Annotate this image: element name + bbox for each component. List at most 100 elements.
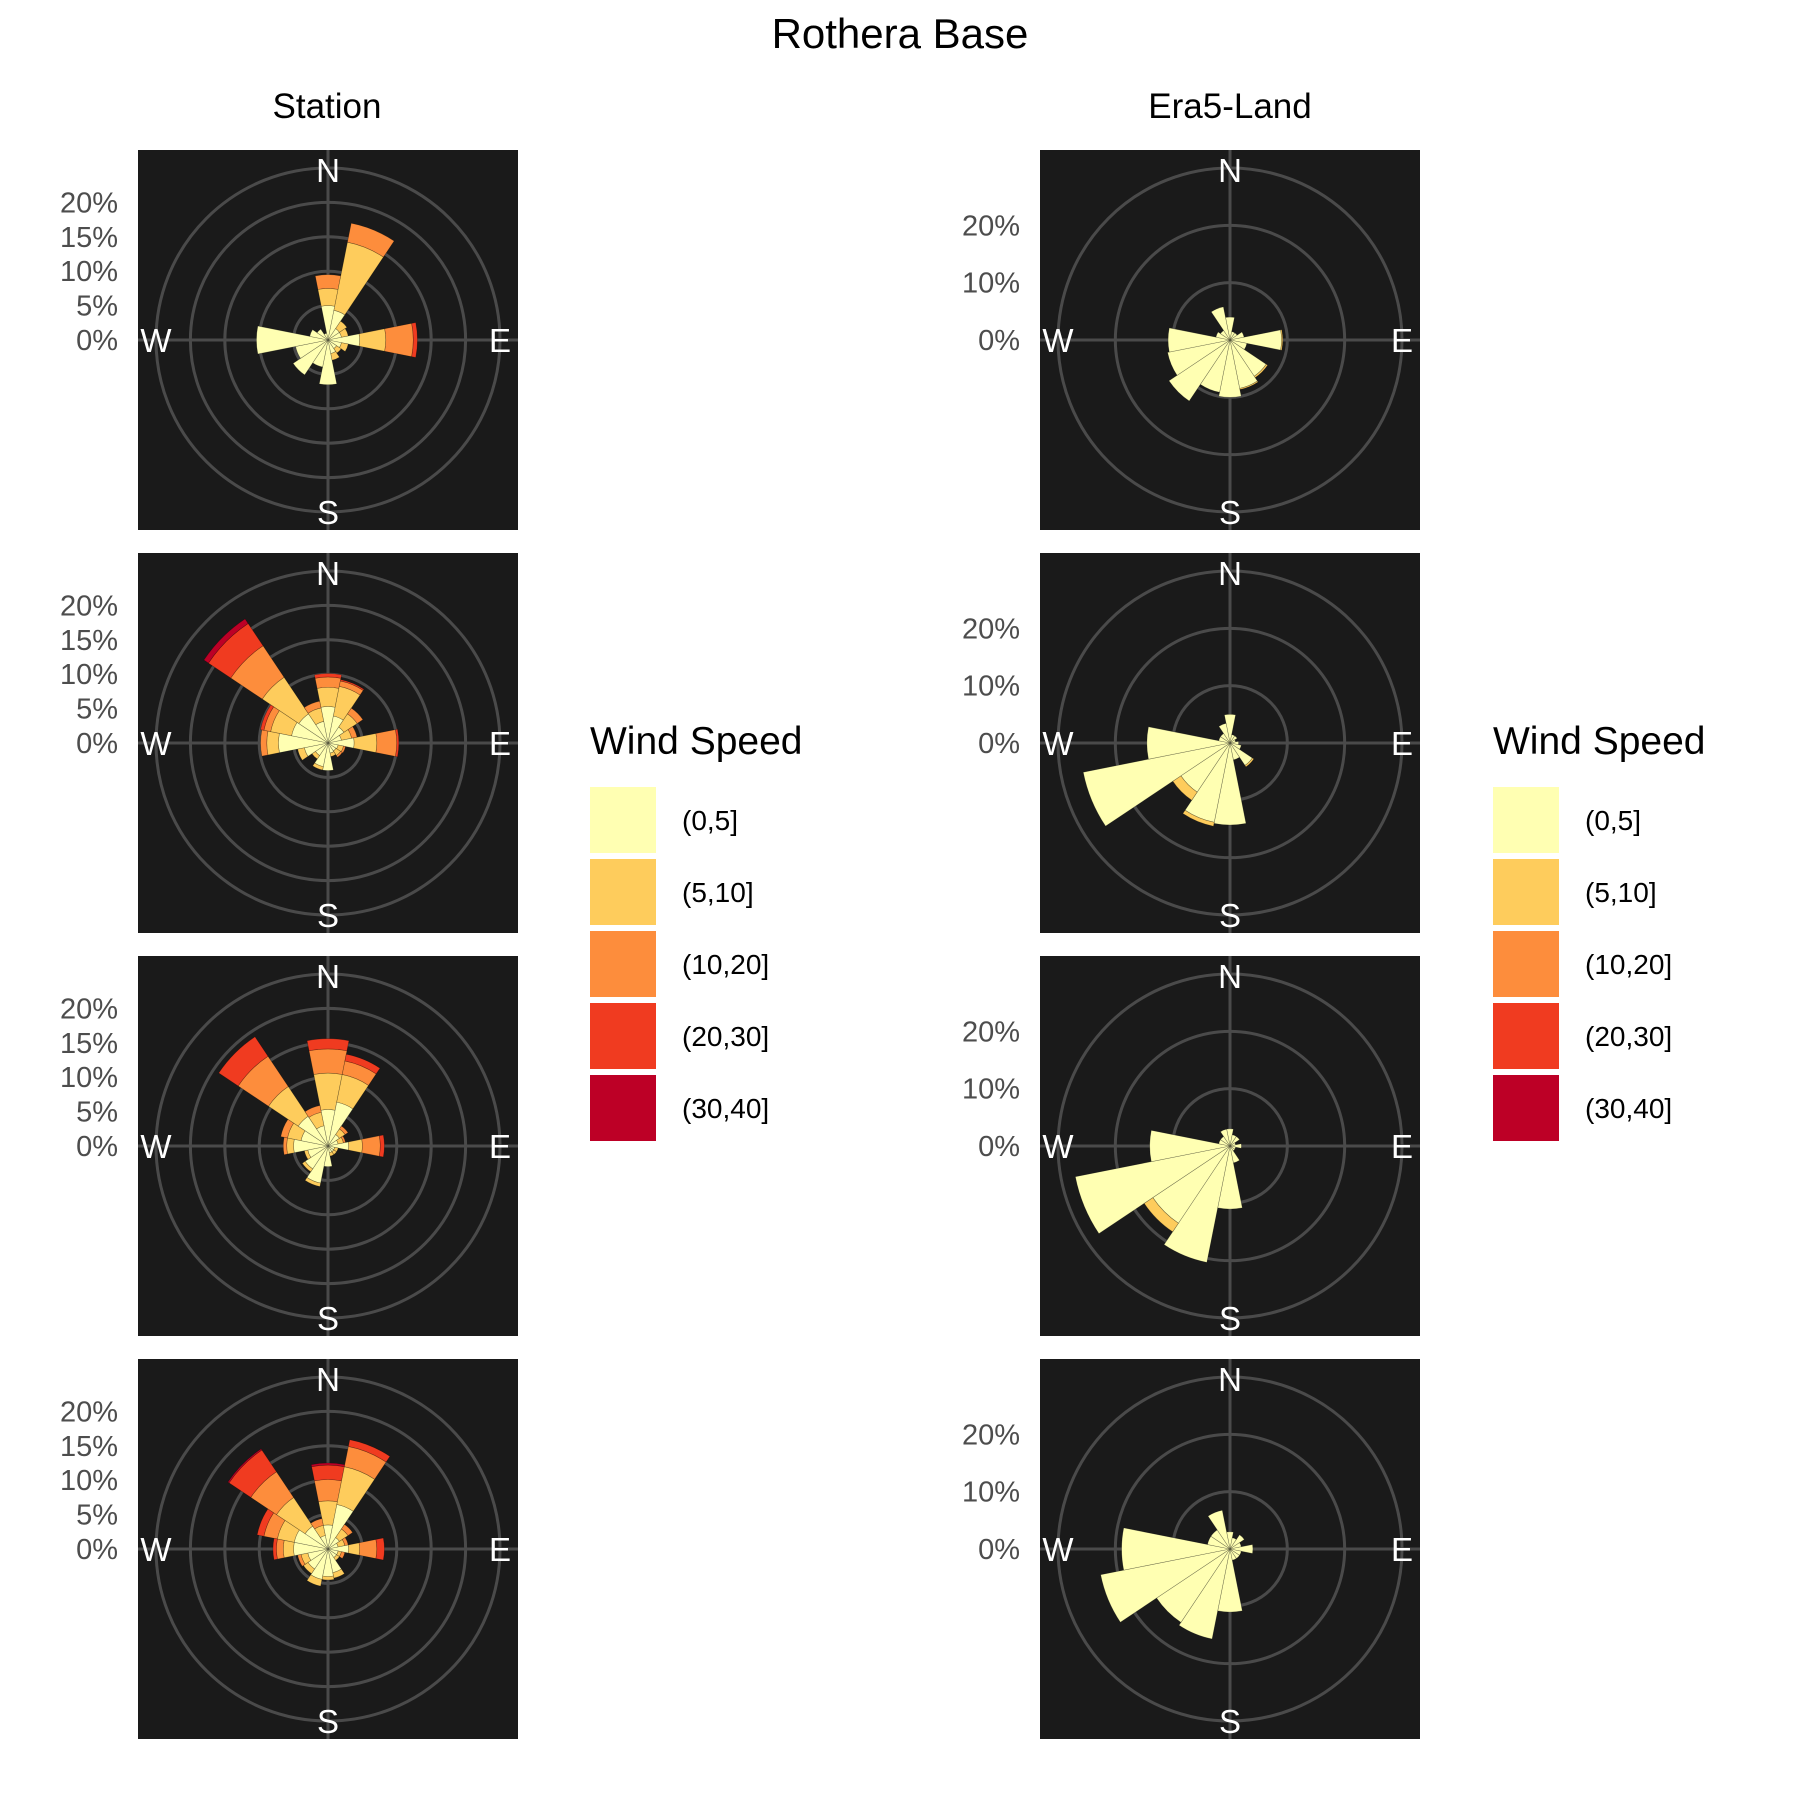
bar-nne-bin-2 xyxy=(341,1060,377,1086)
bar-wsw-bin-1 xyxy=(300,1552,312,1565)
radial-tick-label: 20% xyxy=(60,590,118,622)
wind-rose-panel: N E S W 0% 10% 20% xyxy=(962,553,1420,934)
radial-tick-label: 0% xyxy=(76,1131,118,1163)
bar-s-bin-0 xyxy=(1213,742,1247,826)
bar-se-bin-1 xyxy=(1253,363,1269,379)
radial-tick-label: 10% xyxy=(60,1062,118,1094)
bar-nnw-bin-2 xyxy=(310,1518,324,1530)
bar-w-bin-1 xyxy=(266,730,280,756)
bar-sw-bin-1 xyxy=(1143,1197,1179,1233)
bar-nne-bin-3 xyxy=(344,1053,381,1075)
bar-n-bin-0 xyxy=(1225,316,1235,341)
bar-w-bin-2 xyxy=(276,1538,285,1560)
compass-label-w: W xyxy=(1042,1531,1074,1568)
bar-w-bin-2 xyxy=(282,1136,288,1156)
bar-nw-bin-3 xyxy=(218,1036,269,1087)
radial-tick-label: 20% xyxy=(962,1016,1020,1048)
bar-wsw-bin-0 xyxy=(1075,1145,1231,1235)
radial-tick-label: 10% xyxy=(962,671,1020,703)
bar-nnw-bin-2 xyxy=(304,1105,322,1118)
column-title: Era5-Land xyxy=(1148,87,1311,126)
bar-e-bin-1 xyxy=(347,1138,363,1154)
radial-tick-label: 10% xyxy=(962,1477,1020,1509)
bar-wnw-bin-3 xyxy=(256,1508,275,1537)
wind-rose-panel: N E S W 0%5%10%15%20% xyxy=(60,150,518,531)
bar-se-bin-2 xyxy=(335,750,343,758)
bar-ssw-bin-0 xyxy=(1184,742,1231,823)
bar-s-bin-0 xyxy=(318,339,338,386)
compass-label-w: W xyxy=(1042,1128,1074,1165)
radial-tick-label: 5% xyxy=(76,694,118,726)
legend-key xyxy=(1493,931,1559,997)
compass-label-s: S xyxy=(1219,897,1241,934)
bar-e-bin-3 xyxy=(411,322,418,358)
radial-tick-label: 20% xyxy=(60,1396,118,1428)
compass-label-e: E xyxy=(1391,1128,1413,1165)
legend-label: (5,10] xyxy=(682,877,754,908)
radial-tick-label: 0% xyxy=(978,325,1020,357)
bar-ssw-bin-1 xyxy=(1182,809,1215,827)
bar-se-bin-1 xyxy=(1244,757,1255,768)
bar-ese-bin-0 xyxy=(1229,1548,1242,1556)
bar-wsw-bin-0 xyxy=(1167,339,1231,376)
bar-n-bin-3 xyxy=(311,1464,345,1482)
bar-ssw-bin-1 xyxy=(304,1177,321,1187)
legend-title: Wind Speed xyxy=(1493,720,1705,763)
legend-label: (10,20] xyxy=(682,949,769,980)
bar-e-bin-3 xyxy=(378,1134,385,1158)
compass-label-e: E xyxy=(489,1128,511,1165)
bar-n-bin-3 xyxy=(314,673,342,679)
bar-ne-bin-0 xyxy=(1229,1534,1245,1550)
radial-tick-label: 10% xyxy=(60,659,118,691)
bar-e-bin-0 xyxy=(1229,1143,1242,1149)
bar-nnw-bin-2 xyxy=(303,700,322,714)
compass-label-e: E xyxy=(1391,322,1413,359)
bar-wnw-bin-0 xyxy=(1215,331,1231,341)
radial-tick-label: 10% xyxy=(60,256,118,288)
bar-nne-bin-1 xyxy=(336,1074,369,1110)
radial-tick-label: 5% xyxy=(76,1500,118,1532)
bar-n-bin-1 xyxy=(316,686,340,708)
compass-label-n: N xyxy=(1218,958,1242,995)
compass-label-n: N xyxy=(1218,152,1242,189)
bar-ene-bin-0 xyxy=(1229,1142,1236,1147)
bar-w-bin-0 xyxy=(1149,1129,1231,1163)
compass-label-n: N xyxy=(1218,555,1242,592)
legend-label: (0,5] xyxy=(1585,805,1641,836)
bar-e-bin-0 xyxy=(1229,1544,1254,1554)
compass-label-s: S xyxy=(1219,1703,1241,1740)
legend-label: (10,20] xyxy=(1585,949,1672,980)
radial-tick-label: 10% xyxy=(962,1074,1020,1106)
bar-w-bin-2 xyxy=(260,729,269,757)
bar-nne-bin-2 xyxy=(338,680,364,696)
wind-rose-panel: N E S W 0% 10% 20% xyxy=(962,956,1420,1337)
bar-nne-bin-1 xyxy=(336,1466,376,1512)
bar-nne-bin-0 xyxy=(1229,1537,1237,1550)
compass-label-s: S xyxy=(317,1703,339,1740)
radial-tick-label: 15% xyxy=(60,222,118,254)
bar-sw-bin-1 xyxy=(301,1160,314,1173)
bar-wsw-bin-0 xyxy=(1100,1548,1231,1623)
bar-e-bin-3 xyxy=(375,1537,385,1561)
bar-e-bin-2 xyxy=(384,323,414,357)
legend-title: Wind Speed xyxy=(590,720,802,763)
compass-label-w: W xyxy=(1042,322,1074,359)
radial-tick-label: 20% xyxy=(60,187,118,219)
compass-label-e: E xyxy=(1391,725,1413,762)
compass-label-w: W xyxy=(140,1531,172,1568)
bar-e-bin-1 xyxy=(347,1542,360,1556)
bar-ssw-bin-1 xyxy=(306,1574,323,1587)
bar-s-bin-0 xyxy=(322,742,334,771)
legend-key xyxy=(1493,1075,1559,1141)
bar-ene-bin-0 xyxy=(1229,331,1245,341)
radial-tick-label: 20% xyxy=(962,1419,1020,1451)
bar-e-bin-2 xyxy=(358,1539,378,1559)
compass-label-w: W xyxy=(140,1128,172,1165)
compass-label-s: S xyxy=(317,1300,339,1337)
bar-ssw-bin-0 xyxy=(1178,1548,1231,1640)
bar-nw-bin-3 xyxy=(228,1449,277,1498)
radial-tick-label: 0% xyxy=(76,728,118,760)
compass-label-n: N xyxy=(316,152,340,189)
bar-nnw-bin-1 xyxy=(314,1525,326,1538)
